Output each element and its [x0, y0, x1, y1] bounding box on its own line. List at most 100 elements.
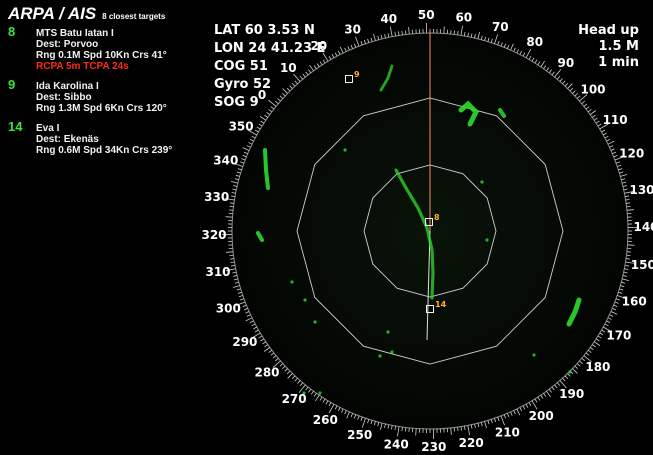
bearing-tick [384, 34, 386, 39]
target-marker-9[interactable]: 9 [345, 70, 361, 83]
bearing-tick [470, 424, 473, 429]
bearing-tick [574, 92, 579, 97]
bearing-tick [559, 380, 567, 389]
bearing-tick [225, 268, 236, 272]
bearing-tick [251, 332, 261, 339]
bearing-tick [253, 326, 258, 330]
bearing-tick [243, 307, 248, 311]
bearing-tick [237, 291, 242, 294]
bearing-tick [457, 427, 459, 432]
bearing-tick [334, 405, 338, 410]
own-ship-data: LAT 60 3.53 N LON 24 41.23 E COG 51 Gyro… [214, 22, 325, 112]
bearing-tick [279, 363, 284, 367]
bearing-tick [258, 123, 263, 127]
bearing-tick [460, 25, 463, 36]
bearing-tick [401, 427, 403, 432]
bearing-label: 70 [492, 20, 509, 34]
bearing-tick [298, 384, 306, 393]
bearing-tick [384, 423, 386, 428]
target-marker-label: 8 [434, 213, 440, 222]
target-entry-9[interactable]: 9 Ida Karolina I Dest: Sibbo Rng 1.3M Sp… [8, 78, 218, 114]
bearing-tick [613, 304, 618, 308]
bearing-tick [601, 329, 606, 333]
bearing-tick [370, 37, 373, 42]
display-mode: Head up 1.5 M 1 min [578, 23, 639, 71]
bearing-tick [353, 43, 357, 48]
bearing-tick [589, 110, 597, 115]
bearing-tick [370, 420, 373, 425]
bearing-tick [581, 357, 585, 362]
range-setting[interactable]: 1.5 M [598, 39, 640, 54]
bearing-tick [387, 424, 390, 429]
bearing-tick [583, 103, 588, 107]
bearing-tick [564, 82, 569, 87]
bearing-tick [286, 370, 291, 375]
bearing-labels: 0 10 20 30 40 50 60 70 80 90 100 110 120 130 140 150 160… [201, 8, 653, 454]
longitude-readout: LON 24 41.23 E [214, 41, 326, 56]
bearing-label: 220 [459, 436, 484, 450]
bearing-tick [540, 60, 545, 68]
bearing-tick [344, 47, 347, 52]
bearing-tick [234, 281, 239, 284]
panel-subtitle: 8 closest targets [102, 12, 166, 21]
bearing-tick [287, 373, 293, 379]
target-entry-8[interactable]: 8 MTS Batu Iatan I Dest: Porvoo Rng 0.1M… [8, 24, 218, 72]
bearing-tick [350, 413, 354, 418]
bearing-tick [497, 416, 500, 421]
bearing-tick [251, 135, 256, 139]
bearing-tick [268, 349, 273, 353]
target-marker-14[interactable]: 14 [426, 300, 447, 313]
bearing-tick [249, 320, 254, 324]
bearing-label: 30 [344, 22, 361, 36]
bearing-tick [601, 129, 606, 133]
bearing-tick [576, 363, 581, 367]
bearing-tick [519, 50, 523, 55]
bearing-tick [595, 338, 600, 342]
bearing-tick [589, 347, 594, 351]
target-entry-14[interactable]: 14 Eva I Dest: Ekenäs Rng 0.6M Spd 34Kn … [8, 120, 218, 156]
bearing-tick [609, 145, 614, 148]
bearing-tick [562, 377, 566, 382]
panel-title: ARPA / AIS [8, 4, 97, 23]
bearing-label: 90 [558, 56, 575, 70]
bearing-label: 150 [631, 258, 653, 272]
orientation-mode[interactable]: Head up [578, 23, 639, 38]
bearing-tick [238, 295, 243, 298]
bearing-tick [254, 329, 259, 333]
bearing-tick [377, 422, 380, 427]
target-marker-label: 9 [354, 70, 360, 79]
bearing-tick [275, 100, 279, 105]
bearing-tick [270, 352, 275, 356]
target-data: Rng 1.3M Spd 6Kn Crs 120° [36, 103, 167, 114]
bearing-tick [564, 375, 569, 380]
target-symbol [345, 75, 353, 83]
trail-setting[interactable]: 1 min [598, 55, 639, 70]
bearing-tick [585, 352, 590, 356]
bearing-tick [337, 407, 341, 412]
bearing-tick [622, 185, 627, 187]
bearing-tick [612, 307, 617, 311]
bearing-label: 80 [526, 35, 543, 49]
bearing-tick [477, 31, 480, 39]
target-markers[interactable]: 8 9 14 [345, 70, 447, 313]
bearing-tick [622, 275, 627, 277]
bearing-tick [237, 168, 242, 171]
bearing-tick [579, 94, 588, 102]
bearing-label: 120 [619, 147, 644, 161]
bearing-tick [245, 311, 250, 314]
bearing-tick [551, 386, 555, 391]
bearing-tick [294, 377, 298, 382]
bearing-tick [537, 396, 541, 401]
bearing-label: 100 [580, 82, 605, 96]
target-id: 8 [8, 24, 16, 39]
echo-blip [378, 354, 382, 358]
bearing-tick [234, 178, 239, 181]
bearing-label: 180 [585, 360, 610, 374]
bearing-tick [546, 390, 551, 398]
bearing-label: 20 [310, 39, 327, 53]
bearing-tick [377, 35, 380, 40]
bearing-tick [305, 386, 309, 391]
bearing-tick [572, 368, 578, 374]
target-marker-8[interactable]: 8 [425, 213, 441, 226]
